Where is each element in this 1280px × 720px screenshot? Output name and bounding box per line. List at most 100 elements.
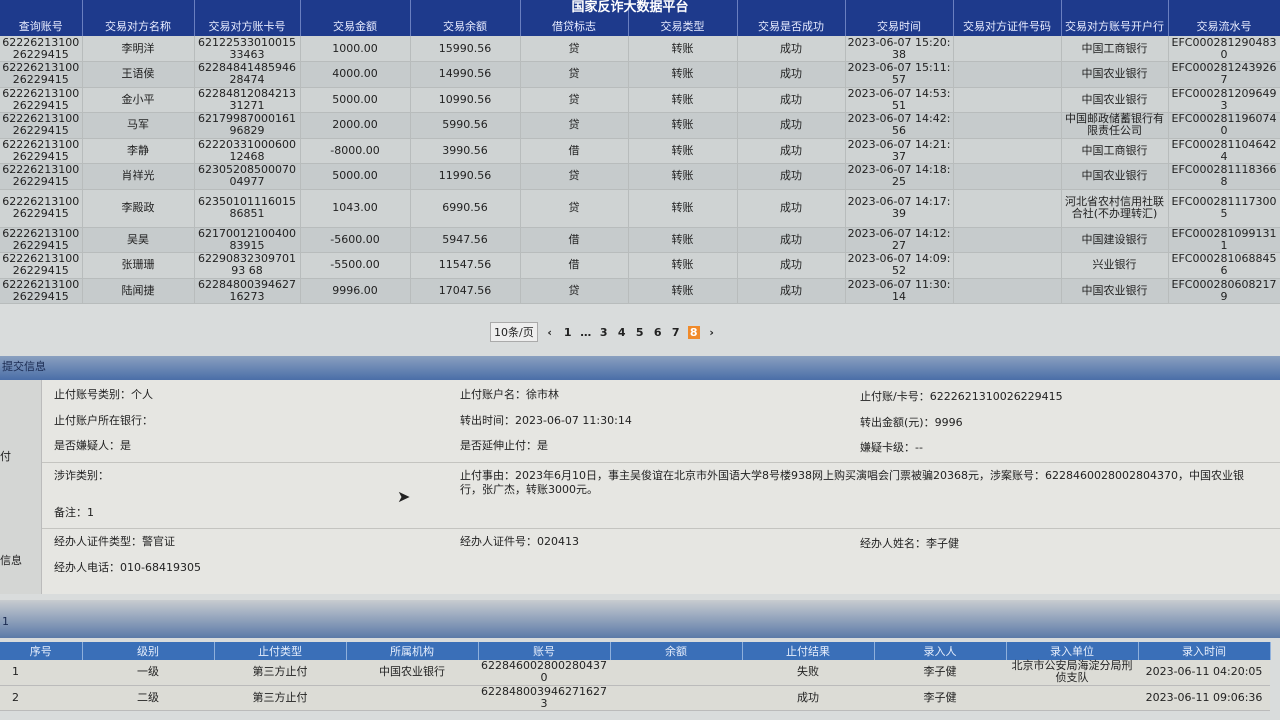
column-header[interactable]: 级别: [82, 642, 215, 660]
table-cell: 吴昊: [82, 227, 195, 253]
table-cell: 兴业银行: [1061, 252, 1169, 279]
page-button[interactable]: …: [580, 325, 592, 339]
column-header[interactable]: 交易对方名称: [82, 0, 195, 36]
side-label: 信息: [0, 554, 22, 567]
table-cell: 中国工商银行: [1061, 138, 1169, 164]
table-cell: 6217001210040083915: [194, 227, 301, 253]
table-cell: 贷: [520, 163, 629, 190]
table-cell: 2: [0, 685, 82, 711]
column-header[interactable]: 账号: [478, 642, 611, 660]
table-row[interactable]: 6222621310026229415 马军 6217998700016196829…: [0, 112, 1280, 139]
column-header[interactable]: 交易时间: [845, 0, 954, 36]
table-row[interactable]: 6222621310026229415 王语侯 622848414859462847…: [0, 61, 1280, 88]
table-cell: 中国农业银行: [1061, 87, 1169, 113]
table-cell: 11547.56: [410, 252, 521, 279]
column-header[interactable]: 录入时间: [1138, 642, 1271, 660]
table-cell: 转账: [628, 189, 738, 228]
table-cell: 6228481208421331271: [194, 87, 301, 113]
table-cell: EFC0002812439267: [1168, 61, 1280, 88]
table-cell: 借: [520, 252, 629, 279]
table-row[interactable]: 6222621310026229415 张珊珊 6229083230970193 6…: [0, 252, 1280, 279]
table-cell: 转账: [628, 36, 738, 62]
column-header[interactable]: 止付类型: [214, 642, 347, 660]
page-button[interactable]: 1: [563, 325, 572, 339]
table-cell: 10990.56: [410, 87, 521, 113]
table-cell: [953, 87, 1062, 113]
table-cell: 1000.00: [300, 36, 411, 62]
table-cell: 成功: [737, 112, 846, 139]
column-header[interactable]: 序号: [0, 642, 83, 660]
page-size-select[interactable]: 10条/页: [490, 322, 538, 342]
table-cell: [953, 112, 1062, 139]
page-button[interactable]: 5: [635, 325, 644, 339]
table-cell: [953, 163, 1062, 190]
page-button[interactable]: 7: [671, 325, 680, 339]
column-header[interactable]: 录入单位: [1006, 642, 1139, 660]
table-row[interactable]: 6222621310026229415 吴昊 6217001210040083915…: [0, 227, 1280, 253]
column-header[interactable]: 交易对方账号开户行: [1061, 0, 1169, 36]
table-row[interactable]: 6222621310026229415 陆闻捷 622848003946271627…: [0, 278, 1280, 304]
table-cell: 成功: [737, 36, 846, 62]
column-header[interactable]: 余额: [610, 642, 743, 660]
page-button[interactable]: 8: [687, 325, 700, 339]
table-row[interactable]: 6222621310026229415 李殿政 623501011160158685…: [0, 189, 1280, 228]
page-button[interactable]: 4: [617, 325, 626, 339]
table-cell: 6222621310026229415: [0, 189, 83, 228]
column-header[interactable]: 所属机构: [346, 642, 479, 660]
table-cell: 6222621310026229415: [0, 278, 83, 304]
column-header[interactable]: 止付结果: [742, 642, 875, 660]
table-cell: 1043.00: [300, 189, 411, 228]
table-row[interactable]: 6222621310026229415 肖祥光 623052085000700497…: [0, 163, 1280, 190]
table-row[interactable]: 6222621310026229415 李静 6222033100060012468…: [0, 138, 1280, 164]
column-header[interactable]: 交易类型: [628, 0, 738, 36]
stop-payment-header: 1: [0, 600, 1280, 638]
column-header[interactable]: 交易余额: [410, 0, 521, 36]
table-row[interactable]: 6222621310026229415 金小平 622848120842133127…: [0, 87, 1280, 113]
column-header[interactable]: 交易是否成功: [737, 0, 846, 36]
bank: 止付账户所在银行：: [54, 414, 153, 427]
table-cell: [953, 252, 1062, 279]
table-cell: 2023-06-07 14:42:56: [845, 112, 954, 139]
table-row[interactable]: 2 二级 第三方止付 6228480039462716273 成功 李子健 2023-06-…: [0, 685, 1270, 711]
table-cell: EFC0002811046424: [1168, 138, 1280, 164]
table-cell: EFC0002806082179: [1168, 278, 1280, 304]
table-cell: 李子健: [874, 685, 1006, 711]
table-cell: 2023-06-07 14:09:52: [845, 252, 954, 279]
table-cell: 成功: [737, 163, 846, 190]
table-cell: 6222621310026229415: [0, 227, 83, 253]
next-page-button[interactable]: ›: [709, 325, 714, 339]
officer-id-type: 经办人证件类型：警官证: [54, 535, 175, 548]
table-cell: 贷: [520, 87, 629, 113]
table-cell: 中国农业银行: [346, 660, 478, 686]
officer-name: 经办人姓名：李子健: [860, 537, 959, 550]
table-cell: 转账: [628, 61, 738, 88]
table-cell: EFC0002811183668: [1168, 163, 1280, 190]
column-header[interactable]: 录入人: [874, 642, 1007, 660]
column-header[interactable]: 交易流水号: [1168, 0, 1280, 36]
table-cell: 5947.56: [410, 227, 521, 253]
column-header[interactable]: 查询账号: [0, 0, 83, 36]
table-cell: [346, 685, 478, 711]
table-cell: EFC0002810688456: [1168, 252, 1280, 279]
table-cell: 转账: [628, 112, 738, 139]
column-header[interactable]: 交易金额: [300, 0, 411, 36]
table-cell: 转账: [628, 252, 738, 279]
page-button[interactable]: 3: [599, 325, 608, 339]
prev-page-button[interactable]: ‹: [547, 325, 552, 339]
card-level: 嫌疑卡级：--: [860, 441, 923, 454]
table-row[interactable]: 6222621310026229415 李明洋 621225330100153346…: [0, 36, 1280, 62]
column-header[interactable]: 借贷标志: [520, 0, 629, 36]
is-suspect: 是否嫌疑人：是: [54, 439, 131, 452]
table-cell: 6235010111601586851: [194, 189, 301, 228]
table-cell: 成功: [737, 61, 846, 88]
table-cell: 成功: [742, 685, 874, 711]
table-cell: 借: [520, 138, 629, 164]
column-header[interactable]: 交易对方证件号码: [953, 0, 1062, 36]
table-row[interactable]: 1 一级 第三方止付 中国农业银行 6228460028002804370 失败 李子健 北京…: [0, 660, 1270, 686]
column-header[interactable]: 交易对方账卡号: [194, 0, 301, 36]
page-button[interactable]: 6: [653, 325, 662, 339]
table-cell: 转账: [628, 278, 738, 304]
table-cell: 6222621310026229415: [0, 87, 83, 113]
table-cell: 2023-06-07 14:53:51: [845, 87, 954, 113]
fraud-type: 涉诈类别：: [54, 469, 109, 482]
